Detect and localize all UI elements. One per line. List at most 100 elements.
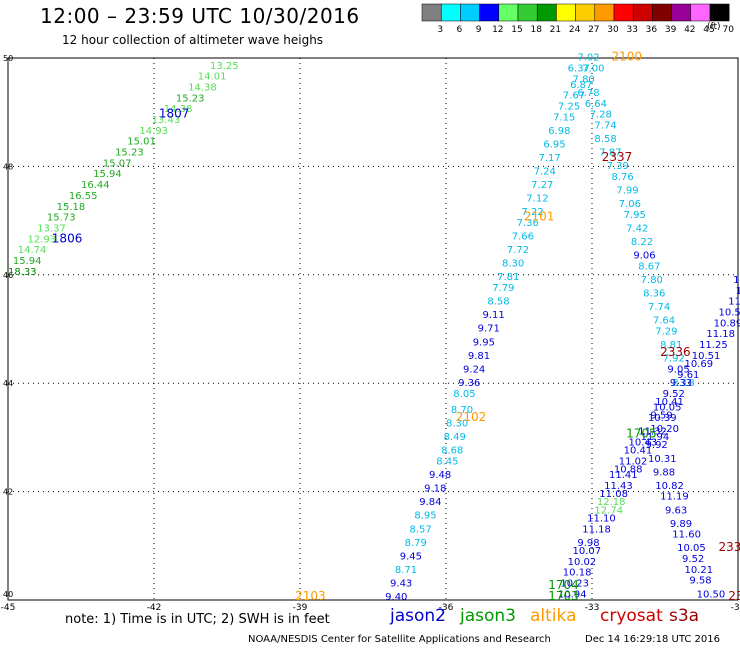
data-point-label: 11.32 — [638, 427, 667, 438]
legend-altika: altika — [530, 606, 577, 626]
data-point-label: 8.58 — [487, 297, 509, 308]
data-point-label: 15.07 — [103, 158, 132, 169]
data-point-label: 7.92 — [663, 354, 685, 365]
data-point-label: 6.78 — [577, 88, 599, 99]
colorbar-tick-label: 12 — [492, 25, 503, 35]
data-point-label: 10.6 — [733, 275, 740, 286]
colorbar-tick-label: 24 — [569, 25, 581, 35]
data-point-label: 9.89 — [670, 519, 692, 530]
data-point-label: 10.05 — [653, 402, 682, 413]
data-point-label: 8.30 — [446, 419, 468, 430]
colorbar-tick-label: 45 — [703, 25, 714, 35]
x-tick-label: -36 — [439, 603, 454, 613]
colorbar-tick-label: 30 — [607, 25, 619, 35]
data-point-label: 8.05 — [453, 389, 475, 400]
data-point-label: 10.41 — [655, 397, 684, 408]
y-tick-label: 40 — [3, 590, 13, 599]
data-point-label: 11.56 — [728, 297, 740, 308]
pass-time-label: 1807 — [159, 107, 190, 121]
data-point-label: 14.93 — [139, 126, 168, 137]
data-point-label: 13.25 — [210, 61, 239, 72]
colorbar-tick-label: 3 — [437, 25, 443, 35]
colorbar-swatch — [460, 3, 480, 22]
data-point-label: 10.20 — [650, 424, 679, 435]
data-point-label: 7.12 — [526, 194, 548, 205]
colorbar-tick-label: 15 — [511, 25, 522, 35]
data-point-label: 8.18 — [672, 378, 694, 389]
x-tick-label: -42 — [147, 603, 162, 613]
legend-jason2: jason2 — [390, 606, 446, 626]
colorbar-swatch — [517, 3, 538, 22]
y-tick-label: 46 — [3, 271, 13, 280]
data-point-label: 7.80 — [641, 275, 663, 286]
data-point-label: 9.98 — [577, 538, 599, 549]
data-point-label: 7.39 — [607, 161, 629, 172]
data-point-label: 7.87 — [599, 148, 621, 159]
data-point-label: 8.79 — [405, 538, 427, 549]
data-point-label: 7.74 — [594, 120, 616, 131]
plot-frame — [7, 57, 739, 601]
pass-time-label: 1705 — [626, 426, 657, 440]
data-point-label: 16.55 — [69, 191, 98, 202]
data-point-label: 7.66 — [512, 232, 534, 243]
colorbar-tick-label: 9 — [476, 25, 482, 35]
data-point-label: 9.43 — [390, 578, 412, 589]
data-point-label: 9.48 — [429, 470, 451, 481]
data-point-label: 8.81 — [660, 340, 682, 351]
data-point-label: 14.38 — [164, 104, 193, 115]
colorbar-tick-label: 42 — [684, 25, 695, 35]
data-point-label: 6.98 — [548, 126, 570, 137]
footer-note: note: 1) Time is in UTC; 2) SWH is in fe… — [65, 612, 330, 627]
data-point-label: 9.92 — [646, 440, 668, 451]
y-tick-label: 44 — [3, 379, 13, 388]
data-point-label: 8.67 — [638, 261, 660, 272]
data-point-label: 10.55 — [719, 307, 740, 318]
data-point-label: 18.33 — [8, 267, 37, 278]
pass-time-label: 2102 — [456, 410, 487, 424]
data-point-label: 11.43 — [604, 481, 633, 492]
colorbar-swatch — [671, 3, 692, 22]
data-point-label: 10.23 — [560, 578, 589, 589]
x-tick-label: -30 — [731, 603, 740, 613]
footer-timestamp: Dec 14 16:29:18 UTC 2016 — [585, 634, 720, 645]
data-point-label: 9.71 — [478, 324, 500, 335]
data-point-label: 6.87 — [570, 80, 592, 91]
data-point-label: 10.82 — [655, 481, 684, 492]
colorbar-swatch — [421, 3, 442, 22]
y-tick-label: 42 — [3, 488, 13, 497]
data-point-label: 8.58 — [594, 134, 616, 145]
data-point-label: 15.73 — [47, 213, 76, 224]
data-point-label: 7.80 — [573, 74, 595, 85]
colorbar-swatch — [613, 3, 634, 22]
data-point-label: 8.49 — [444, 432, 466, 443]
data-point-label: 9.40 — [385, 592, 407, 603]
data-point-label: 9.11 — [483, 310, 505, 321]
colorbar-tick-label: 36 — [646, 25, 658, 35]
data-point-label: 7.24 — [534, 167, 556, 178]
data-point-label: 8.30 — [502, 259, 524, 270]
data-point-label: 9.06 — [633, 251, 655, 262]
colorbar-swatch — [440, 3, 461, 22]
data-point-label: 7.72 — [507, 245, 529, 256]
data-point-label: 7.29 — [655, 326, 677, 337]
data-point-label: 13.37 — [37, 223, 66, 234]
data-point-label: 6.95 — [543, 139, 565, 150]
colorbar-unit: (ft) — [707, 22, 721, 32]
data-point-label: 9.63 — [665, 505, 687, 516]
data-point-label: 10.07 — [573, 546, 602, 557]
data-point-label: 9.84 — [419, 497, 441, 508]
data-point-label: 6.37 — [568, 64, 590, 75]
data-point-label: 10.02 — [568, 557, 597, 568]
data-point-label: 11.94 — [641, 432, 670, 443]
legend-s3a: s3a — [669, 606, 700, 626]
data-point-label: 7.99 — [616, 186, 638, 197]
data-point-label: 9.36 — [458, 378, 480, 389]
data-point-label: 11.41 — [609, 470, 638, 481]
data-point-label: 9.52 — [663, 389, 685, 400]
data-point-label: 13.43 — [152, 115, 181, 126]
data-point-label: 10.88 — [614, 465, 643, 476]
data-point-label: 12.18 — [597, 497, 626, 508]
colorbar-swatch — [575, 3, 596, 22]
data-point-label: 9.95 — [473, 337, 495, 348]
data-point-label: 11.25 — [699, 340, 728, 351]
